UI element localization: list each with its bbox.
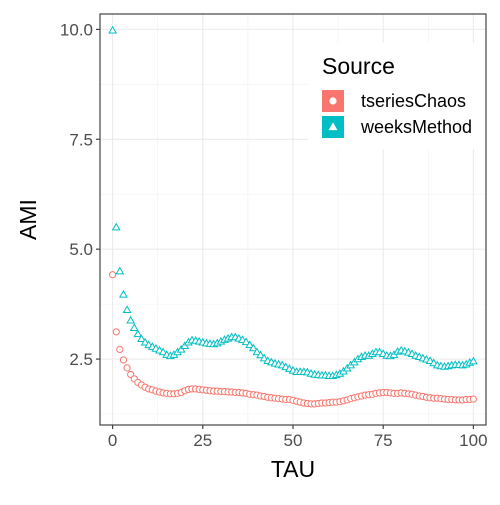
data-point-weeksMethod <box>256 350 265 359</box>
data-point-weeksMethod <box>158 347 168 356</box>
data-point-weeksMethod <box>119 289 128 298</box>
data-point-weeksMethod <box>137 334 146 343</box>
y-axis-title: AMI <box>15 199 41 240</box>
data-point-weeksMethod <box>122 305 132 314</box>
data-point-tseriesChaos <box>112 328 120 336</box>
data-point-weeksMethod <box>126 315 136 324</box>
data-point-weeksMethod <box>129 323 139 332</box>
y-tick-label: 10.0 <box>60 20 93 39</box>
data-point-weeksMethod <box>108 25 118 34</box>
data-points <box>108 25 478 408</box>
data-point-weeksMethod <box>133 329 143 338</box>
data-point-weeksMethod <box>140 337 150 346</box>
x-tick-label: 50 <box>284 431 303 450</box>
data-point-tseriesChaos <box>119 356 128 364</box>
axes: 0 25 50 75 100 2.5 5.0 7.5 10.0 TAU AMI <box>15 20 488 482</box>
y-tick-label: 7.5 <box>69 130 93 149</box>
x-tick-label: 100 <box>459 431 487 450</box>
data-point-weeksMethod <box>468 356 478 365</box>
data-point-tseriesChaos <box>123 364 131 372</box>
data-point-weeksMethod <box>245 340 255 349</box>
legend-label-tseriesChaos: tseriesChaos <box>361 91 466 111</box>
data-point-weeksMethod <box>115 266 125 275</box>
legend-marker-circle-icon <box>329 97 337 105</box>
legend-title: Source <box>322 53 395 79</box>
data-point-weeksMethod <box>111 222 121 231</box>
series-weeksMethod <box>108 25 478 379</box>
legend-label-weeksMethod: weeksMethod <box>360 117 472 137</box>
data-point-tseriesChaos <box>469 395 477 403</box>
data-point-weeksMethod <box>252 347 262 356</box>
data-point-weeksMethod <box>241 337 251 346</box>
data-point-tseriesChaos <box>116 345 124 353</box>
x-tick-label: 0 <box>108 431 117 450</box>
series-tseriesChaos <box>109 271 477 408</box>
data-point-weeksMethod <box>248 343 258 352</box>
data-point-tseriesChaos <box>109 271 117 279</box>
legend-marker-triangle-icon <box>328 122 338 131</box>
y-tick-label: 5.0 <box>69 240 93 259</box>
x-tick-label: 75 <box>374 431 393 450</box>
x-axis-title: TAU <box>271 456 315 482</box>
x-tick-label: 25 <box>193 431 212 450</box>
y-tick-label: 2.5 <box>69 350 93 369</box>
panel-border <box>99 13 487 426</box>
data-point-weeksMethod <box>259 353 269 362</box>
legend: Source tseriesChaos weeksMethod <box>308 43 498 149</box>
